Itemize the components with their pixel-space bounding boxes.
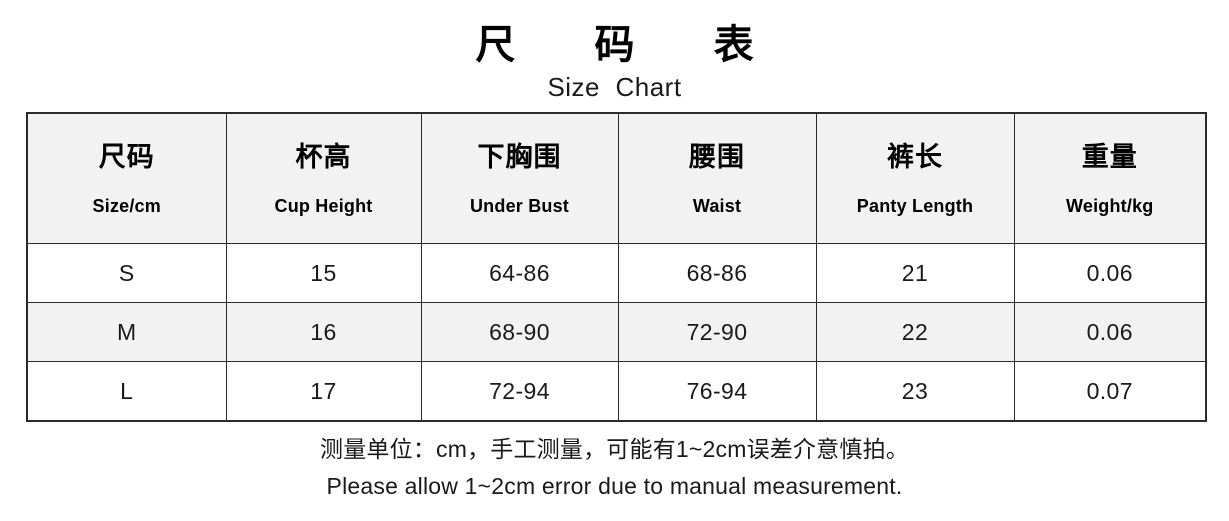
cell-under-bust: 72-94 <box>420 361 619 422</box>
column-header-panty-length-en: Panty Length <box>856 195 974 216</box>
title-block: 尺 码 表 Size Chart <box>0 0 1229 102</box>
cell-panty-length: 22 <box>815 302 1015 362</box>
cell-under-bust: 68-90 <box>420 302 619 362</box>
column-header-size-cn: 尺码 <box>98 141 155 172</box>
table-row: M 16 68-90 72-90 22 0.06 <box>26 302 1207 362</box>
column-header-cup-height-en: Cup Height <box>274 195 373 216</box>
table-row: L 17 72-94 76-94 23 0.07 <box>26 361 1207 422</box>
cell-cup-height: 15 <box>225 243 422 303</box>
table-body: S 15 64-86 68-86 21 0.06 M 16 68-90 72-9… <box>26 243 1207 422</box>
cell-under-bust: 64-86 <box>420 243 619 303</box>
column-header-panty-length: 裤长 Panty Length <box>815 112 1015 244</box>
table-header: 尺码 Size/cm 杯高 Cup Height 下胸围 Under Bust … <box>26 112 1207 244</box>
column-header-size-en: Size/cm <box>92 195 161 216</box>
column-header-weight-en: Weight/kg <box>1066 195 1154 216</box>
column-header-under-bust-cn: 下胸围 <box>477 141 562 172</box>
cell-cup-height: 17 <box>225 361 422 422</box>
column-header-weight: 重量 Weight/kg <box>1013 112 1207 244</box>
column-header-waist-en: Waist <box>692 195 742 216</box>
footnote-chinese: 测量单位：cm，手工测量，可能有1~2cm误差介意慎拍。 <box>320 436 909 462</box>
column-header-size: 尺码 Size/cm <box>26 112 227 244</box>
column-header-cup-height: 杯高 Cup Height <box>225 112 422 244</box>
cell-waist: 76-94 <box>617 361 817 422</box>
cell-waist: 68-86 <box>617 243 817 303</box>
column-header-weight-cn: 重量 <box>1081 141 1138 172</box>
column-header-cup-height-cn: 杯高 <box>295 141 352 172</box>
cell-size: S <box>26 243 227 303</box>
cell-size: M <box>26 302 227 362</box>
cell-weight: 0.06 <box>1013 243 1207 303</box>
table-row: S 15 64-86 68-86 21 0.06 <box>26 243 1207 303</box>
size-chart-table-wrapper: 尺码 Size/cm 杯高 Cup Height 下胸围 Under Bust … <box>26 112 1207 422</box>
column-header-waist: 腰围 Waist <box>617 112 817 244</box>
cell-weight: 0.07 <box>1013 361 1207 422</box>
footnote-english: Please allow 1~2cm error due to manual m… <box>326 473 903 499</box>
column-header-under-bust-en: Under Bust <box>469 195 569 216</box>
cell-weight: 0.06 <box>1013 302 1207 362</box>
table-header-row: 尺码 Size/cm 杯高 Cup Height 下胸围 Under Bust … <box>26 112 1207 244</box>
cell-panty-length: 23 <box>815 361 1015 422</box>
cell-waist: 72-90 <box>617 302 817 362</box>
cell-panty-length: 21 <box>815 243 1015 303</box>
cell-size: L <box>26 361 227 422</box>
column-header-under-bust: 下胸围 Under Bust <box>420 112 619 244</box>
size-chart-table: 尺码 Size/cm 杯高 Cup Height 下胸围 Under Bust … <box>26 112 1207 422</box>
cell-cup-height: 16 <box>225 302 422 362</box>
column-header-waist-cn: 腰围 <box>689 141 745 172</box>
footnotes: 测量单位：cm，手工测量，可能有1~2cm误差介意慎拍。 Please allo… <box>0 433 1229 503</box>
column-header-panty-length-cn: 裤长 <box>887 141 943 172</box>
page-subtitle: Size Chart <box>547 72 682 102</box>
page-title: 尺 码 表 <box>475 23 788 67</box>
